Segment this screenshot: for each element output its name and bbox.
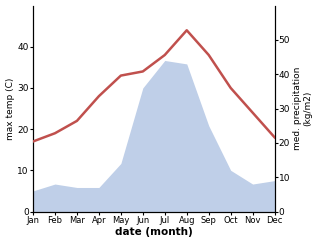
Y-axis label: max temp (C): max temp (C) [5, 77, 15, 140]
Y-axis label: med. precipitation
(kg/m2): med. precipitation (kg/m2) [293, 67, 313, 150]
X-axis label: date (month): date (month) [115, 227, 193, 237]
